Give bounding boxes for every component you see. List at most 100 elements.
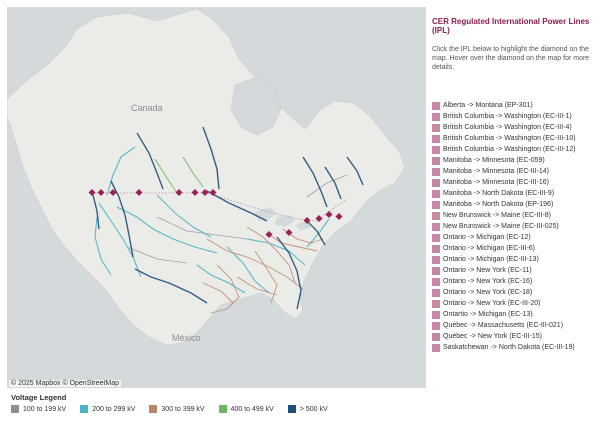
land-mass — [7, 8, 406, 346]
panel-description: Click the IPL below to highlight the dia… — [432, 46, 590, 71]
ipl-list-item[interactable]: Ontario -> Michigan (EC-III-6) — [432, 243, 597, 254]
ipl-list-item[interactable]: British Columbia -> Washington (EC-III-1… — [432, 133, 597, 144]
legend-swatch — [287, 405, 296, 413]
ipl-list-item[interactable]: Manitoba -> North Dakota (EP-196) — [432, 199, 597, 210]
ipl-list-item[interactable]: New Brunswick -> Maine (EC-III-025) — [432, 221, 597, 232]
ipl-swatch — [432, 266, 440, 275]
ipl-list-item[interactable]: Québec -> New York (EC-III-15) — [432, 331, 597, 342]
ipl-swatch — [432, 112, 440, 121]
legend-label: 200 to 299 kV — [92, 405, 136, 413]
ipl-diamond[interactable] — [303, 217, 311, 224]
ipl-swatch — [432, 299, 440, 308]
ipl-item-label: Alberta -> Montana (EP-301) — [443, 102, 533, 109]
ipl-list: Alberta -> Montana (EP-301) British Colum… — [432, 100, 597, 353]
ipl-list-item[interactable]: Manitoba -> North Dakota (EC-III-9) — [432, 188, 597, 199]
ipl-item-label: Saskatchewan -> North Dakota (EC-III-19) — [443, 344, 575, 351]
ipl-panel: CER Regulated International Power Lines … — [432, 17, 597, 353]
ipl-item-label: Ontario -> Michigan (EC-III-13) — [443, 256, 539, 263]
ipl-item-label: Ontario -> Michigan (EC-III-6) — [443, 245, 535, 252]
ipl-list-item[interactable]: Saskatchewan -> North Dakota (EC-III-19) — [432, 342, 597, 353]
ipl-item-label: Québec -> Massachusetts (EC-III-021) — [443, 322, 564, 329]
ipl-diamond[interactable] — [201, 189, 209, 196]
ipl-item-label: Manitoba -> North Dakota (EC-III-9) — [443, 190, 555, 197]
ipl-swatch — [432, 134, 440, 143]
legend-item: 200 to 299 kV — [80, 405, 135, 413]
lines-100-199kv — [126, 174, 348, 264]
panel-title: CER Regulated International Power Lines … — [432, 17, 590, 35]
ipl-item-label: Québec -> New York (EC-III-15) — [443, 333, 543, 340]
ipl-swatch — [432, 277, 440, 286]
ipl-swatch — [432, 288, 440, 297]
ipl-item-label: Manitoba -> North Dakota (EP-196) — [443, 201, 554, 208]
ipl-item-label: Manitoba -> Minnesota (EC-III-16) — [443, 179, 550, 186]
ipl-item-label: New Brunswick -> Maine (EC-III-025) — [443, 223, 559, 230]
ipl-list-item[interactable]: Ontario -> New York (EC-16) — [432, 276, 597, 287]
ipl-swatch — [432, 123, 440, 132]
legend-title: Voltage Legend — [11, 393, 67, 402]
ipl-diamond[interactable] — [315, 215, 323, 222]
ipl-swatch — [432, 189, 440, 198]
hudson-bay — [230, 76, 282, 136]
ipl-diamonds — [88, 189, 343, 238]
lines-200-299kv — [94, 146, 330, 294]
map-view[interactable]: Canada México © 2025 Mapbox © OpenStreet… — [7, 7, 426, 388]
ipl-diamond[interactable] — [97, 189, 105, 196]
ipl-list-item[interactable]: Ontario -> New York (EC-18) — [432, 287, 597, 298]
ipl-item-label: Manitoba -> Minnesota (EC-III-14) — [443, 168, 550, 175]
gulf-water — [207, 297, 273, 341]
ipl-diamond[interactable] — [109, 189, 117, 196]
ipl-item-label: Manitoba -> Minnesota (EC-059) — [443, 157, 545, 164]
ipl-item-label: British Columbia -> Washington (EC-III-1… — [443, 135, 576, 142]
ipl-list-item[interactable]: Ontario -> New York (EC-11) — [432, 265, 597, 276]
legend-item: 400 to 499 kV — [218, 405, 274, 413]
ipl-swatch — [432, 332, 440, 341]
ipl-swatch — [432, 178, 440, 187]
ipl-list-item[interactable]: New Brunswick -> Maine (EC-III-8) — [432, 210, 597, 221]
ipl-list-item[interactable]: British Columbia -> Washington (EC-III-1… — [432, 144, 597, 155]
legend-label: > 500 kV — [299, 405, 328, 413]
ipl-item-label: Ontario -> Michigan (EC-12) — [443, 234, 531, 241]
ipl-list-item[interactable]: Ontartio -> Michigan (EC-13) — [432, 309, 597, 320]
ipl-list-item[interactable]: Ontario -> Michigan (EC-12) — [432, 232, 597, 243]
ipl-list-item[interactable]: Ontario -> New York (EC-III-20) — [432, 298, 597, 309]
legend-item: 100 to 199 kV — [11, 405, 66, 413]
ipl-diamond[interactable] — [265, 231, 273, 238]
ipl-list-item[interactable]: Ontario -> Michigan (EC-III-13) — [432, 254, 597, 265]
ipl-diamond[interactable] — [135, 189, 143, 196]
ipl-list-item[interactable]: Québec -> Massachusetts (EC-III-021) — [432, 320, 597, 331]
legend-swatch — [80, 405, 89, 413]
ipl-item-label: New Brunswick -> Maine (EC-III-8) — [443, 212, 551, 219]
ipl-swatch — [432, 310, 440, 319]
ipl-item-label: British Columbia -> Washington (EC-III-1… — [443, 113, 572, 120]
ipl-diamond[interactable] — [335, 213, 343, 220]
us-canada-border — [95, 192, 348, 222]
ipl-diamond[interactable] — [209, 189, 217, 196]
ipl-list-item[interactable]: Manitoba -> Minnesota (EC-III-16) — [432, 177, 597, 188]
ipl-diamond[interactable] — [175, 189, 183, 196]
ipl-diamond[interactable] — [325, 211, 333, 218]
ipl-diamond[interactable] — [88, 189, 96, 196]
ipl-list-item[interactable]: British Columbia -> Washington (EC-III-1… — [432, 111, 597, 122]
lines-500kv — [92, 126, 364, 310]
ipl-list-item[interactable]: Manitoba -> Minnesota (EC-III-14) — [432, 166, 597, 177]
map-attribution[interactable]: © 2025 Mapbox © OpenStreetMap — [9, 380, 121, 387]
ipl-list-item[interactable]: British Columbia -> Washington (EC-III-4… — [432, 122, 597, 133]
legend-label: 400 to 499 kV — [230, 405, 274, 413]
legend-item: > 500 kV — [287, 405, 328, 413]
ipl-swatch — [432, 255, 440, 264]
ipl-swatch — [432, 343, 440, 352]
ipl-list-item[interactable]: Alberta -> Montana (EP-301) — [432, 100, 597, 111]
ipl-list-item[interactable]: Manitoba -> Minnesota (EC-059) — [432, 155, 597, 166]
ipl-item-label: British Columbia -> Washington (EC-III-1… — [443, 146, 576, 153]
ipl-diamond[interactable] — [285, 229, 293, 236]
ipl-swatch — [432, 321, 440, 330]
great-lakes — [253, 207, 311, 231]
ipl-item-label: Ontario -> New York (EC-16) — [443, 278, 533, 285]
voltage-legend: Voltage Legend 100 to 199 kV 200 to 299 k… — [11, 393, 342, 413]
ipl-swatch — [432, 244, 440, 253]
ipl-item-label: British Columbia -> Washington (EC-III-4… — [443, 124, 572, 131]
lines-400-499kv — [154, 156, 204, 194]
ipl-swatch — [432, 200, 440, 209]
ipl-diamond[interactable] — [191, 189, 199, 196]
ipl-swatch — [432, 145, 440, 154]
